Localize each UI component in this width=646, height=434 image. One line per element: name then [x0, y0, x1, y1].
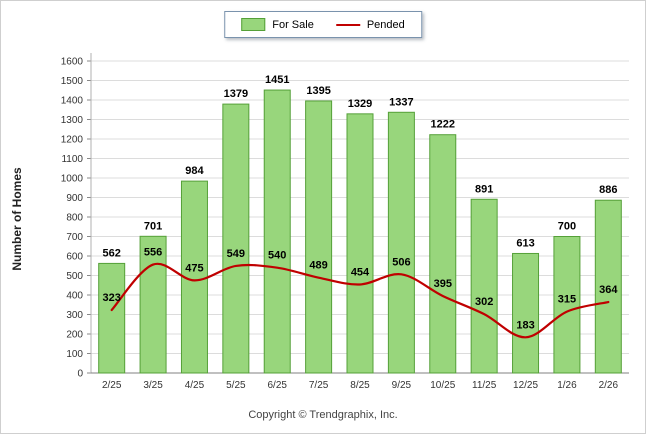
- bar-value-label: 562: [103, 247, 121, 259]
- y-tick-label: 400: [66, 291, 83, 302]
- legend-item-for-sale: For Sale: [241, 18, 314, 31]
- bar-value-label: 1379: [224, 88, 248, 100]
- bar-12-25: [512, 252, 540, 374]
- bar-value-label: 701: [144, 220, 162, 232]
- pended-legend-label: Pended: [366, 18, 405, 31]
- legend-item-pended: Pended: [335, 18, 405, 31]
- x-category-label: 9/25: [392, 380, 412, 391]
- legend: For Sale Pended: [224, 11, 422, 38]
- y-tick-label: 200: [66, 330, 83, 341]
- y-tick-label: 0: [77, 369, 83, 380]
- pended-value-label: 475: [185, 262, 203, 274]
- bar-7-25: [305, 100, 333, 374]
- for-sale-swatch-icon: [241, 18, 266, 31]
- x-category-label: 8/25: [350, 380, 370, 391]
- pended-value-label: 183: [516, 319, 534, 331]
- bar-2-26: [594, 199, 622, 374]
- for-sale-legend-label: For Sale: [272, 18, 314, 31]
- bar-10-25: [429, 134, 457, 374]
- x-category-label: 6/25: [267, 380, 287, 391]
- y-tick-label: 500: [66, 271, 83, 282]
- bar-1-26: [553, 236, 581, 374]
- y-tick-label: 800: [66, 213, 83, 224]
- bar-value-label: 1329: [348, 98, 372, 110]
- bar-value-label: 891: [475, 183, 493, 195]
- bar-2-25: [98, 262, 126, 374]
- y-tick-label: 300: [66, 310, 83, 321]
- pended-swatch-icon: [335, 23, 360, 26]
- bar-value-label: 1451: [265, 74, 289, 86]
- pended-value-label: 364: [599, 284, 618, 296]
- x-category-label: 12/25: [513, 380, 538, 391]
- y-tick-label: 100: [66, 349, 83, 360]
- y-tick-label: 1200: [61, 135, 84, 146]
- y-tick-label: 1100: [61, 154, 83, 165]
- bar-value-label: 1337: [389, 96, 413, 108]
- bar-value-label: 984: [185, 165, 204, 177]
- bar-9-25: [387, 111, 415, 374]
- pended-value-label: 395: [434, 278, 452, 290]
- x-category-label: 3/25: [143, 380, 163, 391]
- x-category-label: 11/25: [472, 380, 497, 391]
- y-tick-label: 1300: [61, 115, 84, 126]
- bar-11-25: [470, 198, 498, 374]
- y-tick-label: 1500: [61, 76, 84, 87]
- plot-area: 0 100 200 300 400 500 600 700 800 900 1000 1100 1200…: [61, 53, 629, 391]
- x-category-label: 10/25: [430, 380, 455, 391]
- pended-value-label: 323: [103, 292, 121, 304]
- bar-3-25: [139, 235, 167, 374]
- bar-value-label: 886: [599, 184, 617, 196]
- x-category-label: 7/25: [309, 380, 329, 391]
- x-category-label: 4/25: [185, 380, 205, 391]
- bar-value-label: 1222: [431, 119, 455, 131]
- pended-value-label: 556: [144, 247, 162, 259]
- x-category-label: 2/25: [102, 380, 122, 391]
- bar-value-label: 1395: [306, 85, 330, 97]
- bar-value-label: 613: [516, 237, 534, 249]
- y-tick-label: 700: [66, 232, 83, 243]
- bar-8-25: [346, 113, 374, 374]
- y-tick-label: 1400: [61, 96, 84, 107]
- pended-value-label: 302: [475, 296, 493, 308]
- pended-value-label: 549: [227, 248, 245, 260]
- pended-value-label: 454: [351, 266, 370, 278]
- pended-value-label: 540: [268, 250, 286, 262]
- bar-5-25: [222, 103, 250, 374]
- y-tick-label: 1000: [61, 174, 84, 185]
- x-category-label: 2/26: [599, 380, 619, 391]
- bar-6-25: [263, 89, 291, 374]
- bar-value-label: 700: [558, 221, 576, 233]
- y-tick-label: 900: [66, 193, 83, 204]
- pended-value-label: 315: [558, 294, 576, 306]
- x-category-label: 1/26: [557, 380, 577, 391]
- copyright-text: Copyright © Trendgraphix, Inc.: [248, 409, 398, 421]
- pended-value-label: 506: [392, 256, 410, 268]
- y-tick-label: 600: [66, 252, 83, 263]
- pended-line: [110, 262, 610, 339]
- x-category-label: 5/25: [226, 380, 246, 391]
- pended-value-label: 489: [309, 260, 327, 272]
- y-tick-label: 1600: [61, 57, 84, 68]
